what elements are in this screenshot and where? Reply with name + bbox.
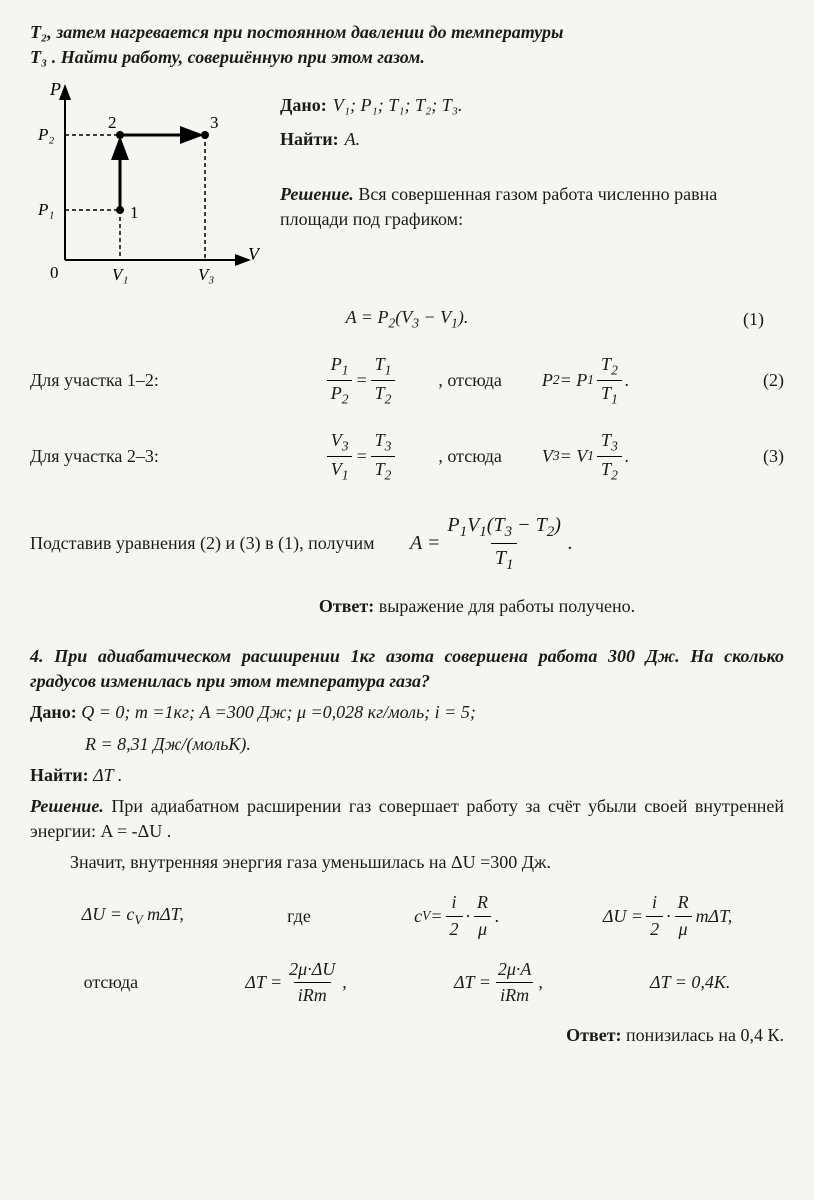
svg-text:V: V (248, 244, 260, 264)
problem4-given: Дано: Q = 0; m =1кг; A =300 Дж; μ =0,028… (30, 700, 784, 725)
solution-intro: Решение. Вся совершенная газом работа чи… (280, 182, 784, 232)
intro-line1: T₂, затем нагревается при постоянном дав… (30, 22, 564, 42)
problem4-answer: Ответ: понизилась на 0,4 К. (30, 1023, 784, 1048)
svg-text:V₁: V₁ (112, 265, 128, 284)
find-label: Найти: (280, 127, 339, 152)
segment-12: Для участка 1–2: P1P2 = T1T2 , отсюда P2… (30, 352, 784, 410)
eq2-num: (2) (763, 368, 784, 393)
problem4-given-line2: R = 8,31 Дж/(мольК). (85, 732, 784, 757)
given-vars: V₁; P₁; T₁; T₂; T₃. (333, 93, 463, 118)
problem4-find: Найти: ΔT . (30, 763, 784, 788)
problem4-eq-row2: отсюда ΔT = 2μ·ΔUiRm, ΔT = 2μ·AiRm, ΔT =… (30, 957, 784, 1008)
problem4-solution: Решение. При адиабатном расширении газ с… (30, 794, 784, 844)
svg-text:P₂: P₂ (37, 125, 54, 144)
problem3-given: Дано: V₁; P₁; T₁; T₂; T₃. Найти: A. Реше… (280, 80, 784, 290)
problem4-title: 4. При адиабатическом расширении 1кг азо… (30, 644, 784, 694)
find-var: A. (345, 127, 361, 152)
pv-diagram-svg: P P₂ P₁ 1 2 3 0 V₁ V₃ V (30, 80, 260, 290)
svg-text:0: 0 (50, 263, 59, 282)
equation-1: A = P2(V3 − V1). (1) (30, 305, 784, 333)
intro-line2: T₃ . Найти работу, совершённую при этом … (30, 47, 425, 67)
svg-text:P: P (49, 80, 61, 99)
problem3-answer: Ответ: выражение для работы получено. (170, 594, 784, 619)
given-label: Дано: (280, 93, 327, 118)
pv-diagram: P P₂ P₁ 1 2 3 0 V₁ V₃ V (30, 80, 260, 290)
svg-text:P₁: P₁ (37, 200, 54, 219)
problem3-top: P P₂ P₁ 1 2 3 0 V₁ V₃ V Дано: V₁; P₁; T₁… (30, 80, 784, 290)
svg-text:2: 2 (108, 113, 117, 132)
svg-text:V₃: V₃ (198, 265, 214, 284)
segment-23: Для участка 2–3: V3V1 = T3T2 , отсюда V3… (30, 428, 784, 486)
eq3-num: (3) (763, 444, 784, 469)
problem4-line2: Значит, внутренняя энергия газа уменьшил… (30, 850, 784, 875)
svg-text:1: 1 (130, 203, 139, 222)
problem4-eq-row1: ΔU = cV mΔT, где cV = i2· Rμ. ΔU = i2· R… (30, 890, 784, 941)
eq1-num: (1) (743, 307, 764, 332)
substitution: Подставив уравнения (2) и (3) в (1), пол… (30, 511, 784, 576)
svg-text:3: 3 (210, 113, 219, 132)
problem3-intro: T₂, затем нагревается при постоянном дав… (30, 20, 784, 70)
